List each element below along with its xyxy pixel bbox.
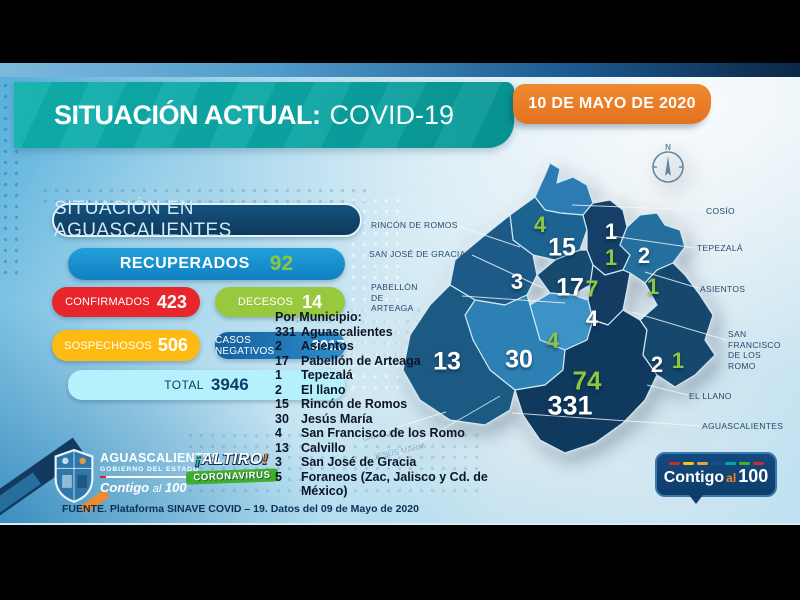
sospechosos-label: SOSPECHOSOS bbox=[64, 339, 152, 352]
gov-slogan: Contigo al 100 bbox=[100, 480, 187, 495]
confirmados-label: CONFIRMADOS bbox=[65, 296, 150, 308]
dot-pattern-left-edge bbox=[0, 80, 18, 280]
main-title-banner: SITUACIÓN ACTUAL: COVID-19 bbox=[14, 82, 514, 148]
covid-dashboard-slide: SITUACIÓN ACTUAL: COVID-19 10 DE MAYO DE… bbox=[0, 77, 800, 525]
sospechosos-pill: SOSPECHOSOS 506 bbox=[52, 330, 200, 361]
confirmados-pill: CONFIRMADOS 423 bbox=[52, 287, 200, 317]
list-item: 3 San José de Gracia bbox=[275, 455, 417, 469]
map-label-el-llano: EL LLANO bbox=[689, 391, 732, 401]
panel-title-pill: SITUACIÓN EN AGUASCALIENTES bbox=[52, 198, 362, 241]
altiro-subtitle: CORONAVIRUS bbox=[185, 468, 279, 485]
casos-negativos-value: 3017 bbox=[311, 337, 345, 354]
map-marker: 2 bbox=[637, 243, 651, 268]
map-marker: 1 bbox=[671, 348, 685, 373]
altiro-title: ¡ALTIRO! bbox=[195, 451, 269, 468]
total-pill: TOTAL 3946 bbox=[68, 370, 345, 400]
compass-icon: N bbox=[652, 143, 684, 183]
map-marker: 2 bbox=[650, 352, 664, 377]
list-item: 331 Aguascalientes bbox=[275, 324, 393, 339]
leader-line-aguascalientes bbox=[511, 412, 701, 427]
decesos-value: 14 bbox=[302, 291, 323, 312]
date-banner: 10 DE MAYO DE 2020 bbox=[513, 84, 711, 124]
leader-line-san-jose bbox=[471, 254, 544, 289]
casos-negativos-label: CASOS NEGATIVOS bbox=[215, 334, 275, 357]
list-item: 15 Rincón de Romos bbox=[275, 397, 408, 411]
map-label-san-jose-de-gracia: SAN JOSÉ DE GRACIA bbox=[369, 249, 466, 259]
municipio-case-list: Por Municipio: 331 Aguascalientes 2 Asient… bbox=[275, 310, 513, 499]
main-title-bold: SITUACIÓN ACTUAL: bbox=[54, 99, 321, 130]
map-region-asientos bbox=[619, 212, 686, 284]
gov-subtitle: GOBIERNO DEL ESTADO bbox=[100, 466, 200, 473]
logo-wordmark: Contigo al 100 bbox=[663, 466, 769, 487]
total-label: TOTAL bbox=[164, 378, 204, 392]
list-item: 4 San Francisco de los Romo bbox=[275, 426, 465, 440]
map-marker: 1 bbox=[646, 274, 660, 299]
total-value: 3946 bbox=[210, 375, 249, 394]
map-marker: 4 bbox=[546, 328, 560, 353]
recuperados-value: 92 bbox=[269, 252, 294, 275]
municipio-list-title: Por Municipio: bbox=[275, 310, 362, 324]
map-label-san-francisco: SAN FRANCISCO DE LOS ROMO bbox=[728, 329, 781, 371]
map-region-san-jose-de-gracia bbox=[449, 214, 538, 306]
panel-title-text: SITUACIÓN EN AGUASCALIENTES bbox=[54, 198, 232, 241]
sospechosos-value: 506 bbox=[157, 335, 188, 355]
decesos-pill: DECESOS 14 bbox=[215, 287, 345, 317]
leader-line-cosio bbox=[571, 204, 703, 211]
map-label-rincon-de-romos: RINCÓN DE ROMOS bbox=[371, 220, 458, 230]
leader-line-san-francisco bbox=[631, 311, 727, 341]
main-title-light: COVID-19 bbox=[329, 99, 455, 130]
list-item: 30 Jesús María bbox=[275, 411, 373, 426]
leader-line-tepezala bbox=[611, 235, 696, 249]
gov-divider bbox=[100, 476, 204, 478]
confirmados-value: 423 bbox=[156, 291, 187, 312]
list-item: 17 Pabellón de Arteaga bbox=[275, 353, 421, 368]
map-marker: 3 bbox=[510, 269, 524, 294]
date-text: 10 DE MAYO DE 2020 bbox=[528, 95, 696, 112]
altiro-coronavirus-badge: ¡ALTIRO! CORONAVIRUS bbox=[185, 451, 279, 485]
compass-north-letter: N bbox=[665, 143, 671, 152]
top-accent-bar bbox=[0, 63, 800, 77]
government-logo-text: AGUASCALIENTES GOBIERNO DEL ESTADO Conti… bbox=[100, 451, 221, 495]
leader-line-rincon bbox=[456, 225, 521, 248]
map-marker: 4 bbox=[533, 212, 547, 237]
map-marker: 1 bbox=[604, 219, 618, 244]
map-label-pabellon-de-arteaga: PABELLÓN DE ARTEAGA bbox=[371, 282, 418, 313]
map-label-asientos: ASIENTOS bbox=[700, 284, 746, 294]
recuperados-pill: RECUPERADOS 92 bbox=[68, 248, 345, 280]
list-item: 5 Foraneos (Zac, Jalisco y Cd. de México) bbox=[275, 469, 488, 499]
map-marker: 7 bbox=[585, 275, 599, 302]
map-marker: 15 bbox=[548, 233, 576, 262]
coat-of-arms-icon bbox=[54, 449, 94, 503]
map-label-tepezala: TEPEZALÁ bbox=[697, 243, 743, 253]
map-region-cosio bbox=[534, 162, 594, 216]
logo-color-dashes bbox=[668, 461, 764, 466]
leader-line-pabellon bbox=[461, 295, 566, 304]
map-marker: 4 bbox=[585, 306, 599, 331]
list-item: 2 El llano bbox=[275, 382, 346, 397]
map-marker: 1 bbox=[604, 245, 618, 270]
list-item: 2 Asientos bbox=[275, 339, 354, 353]
list-item: 1 Tepezalá bbox=[275, 368, 353, 382]
recuperados-label: RECUPERADOS bbox=[119, 255, 250, 272]
casos-negativos-pill: CASOS NEGATIVOS 3017 bbox=[215, 332, 345, 359]
gov-name: AGUASCALIENTES bbox=[100, 451, 221, 465]
letterbox-top bbox=[0, 0, 800, 63]
map-label-aguascalientes: AGUASCALIENTES bbox=[702, 421, 784, 431]
contigo-al-100-logo: Contigo al 100 bbox=[655, 452, 777, 504]
map-marker: 331 bbox=[547, 390, 593, 421]
list-item: 13 Calvillo bbox=[275, 440, 346, 455]
map-marker: 17 bbox=[556, 273, 584, 302]
map-label-cosio: COSÍO bbox=[706, 206, 735, 216]
letterbox-bottom bbox=[0, 525, 800, 600]
source-note: FUENTE. Plataforma SINAVE COVID – 19. Da… bbox=[62, 503, 419, 515]
decesos-label: DECESOS bbox=[237, 296, 294, 308]
leader-line-el-llano bbox=[646, 384, 689, 396]
dot-pattern-above-panel bbox=[40, 185, 370, 207]
